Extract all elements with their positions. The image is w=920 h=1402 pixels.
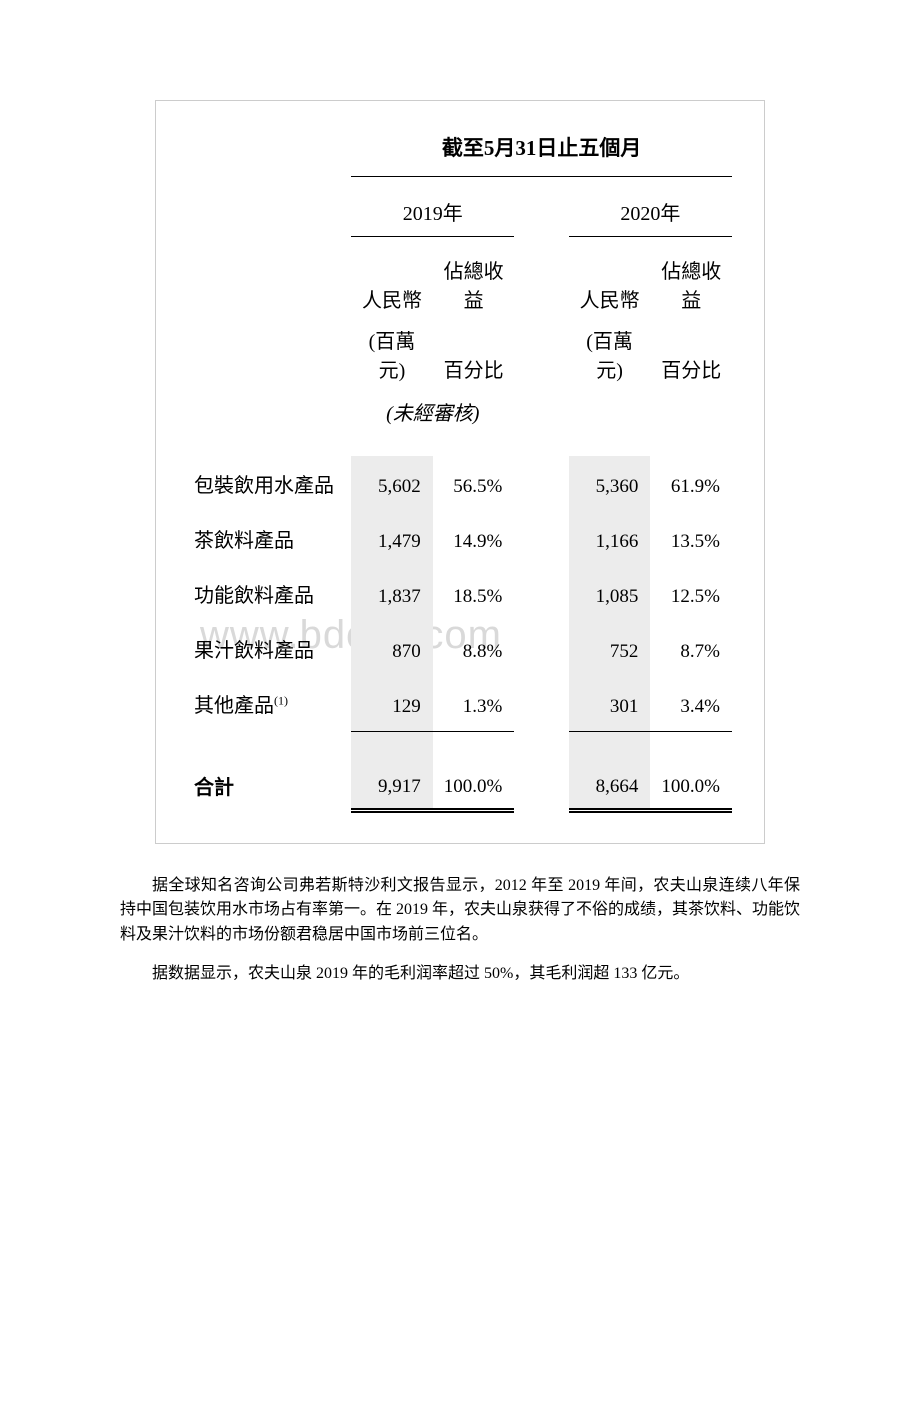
- table-row: 茶飲料產品 1,479 14.9% 1,166 13.5%: [188, 511, 732, 566]
- table-row: 其他產品(1) 129 1.3% 301 3.4%: [188, 676, 732, 731]
- value-cell: 1,479: [351, 511, 433, 566]
- value-cell: 1,166: [569, 511, 651, 566]
- total-value: 100.0%: [433, 757, 515, 810]
- empty-cell: [188, 321, 351, 397]
- row-label: 茶飲料產品: [188, 511, 351, 566]
- total-row: 合計 9,917 100.0% 8,664 100.0%: [188, 757, 732, 810]
- financial-table-container: 截至5月31日止五個月 2019年 2020年 人民幣 佔總收益 人民幣 佔總收…: [155, 100, 765, 844]
- value-cell: 1,085: [569, 566, 651, 621]
- value-cell: 61.9%: [650, 456, 732, 511]
- sub-header-cell: 佔總收益: [433, 237, 515, 322]
- spacer: [569, 731, 651, 757]
- year-header-2019: 2019年: [351, 177, 514, 237]
- sub-header-cell: (百萬元): [351, 321, 433, 397]
- spacer: [188, 731, 351, 757]
- total-value: 100.0%: [650, 757, 732, 810]
- financial-table: 截至5月31日止五個月 2019年 2020年 人民幣 佔總收益 人民幣 佔總收…: [188, 126, 732, 813]
- col-gap: [514, 456, 568, 511]
- value-cell: 5,602: [351, 456, 433, 511]
- sub-header-cell: 人民幣: [569, 237, 651, 322]
- total-value: 8,664: [569, 757, 651, 810]
- empty-header: [188, 177, 351, 237]
- sub-header-cell: (百萬元): [569, 321, 651, 397]
- col-gap: [514, 511, 568, 566]
- empty-cell: [188, 397, 351, 456]
- table-row: 功能飲料產品 1,837 18.5% 1,085 12.5%: [188, 566, 732, 621]
- spacer: [514, 731, 568, 757]
- col-gap: [514, 621, 568, 676]
- spacer: [650, 731, 732, 757]
- value-cell: 301: [569, 676, 651, 731]
- sub-header-cell: 人民幣: [351, 237, 433, 322]
- table-title: 截至5月31日止五個月: [351, 126, 732, 177]
- empty-cell: [188, 237, 351, 322]
- row-label: 功能飲料產品: [188, 566, 351, 621]
- col-gap: [514, 757, 568, 810]
- value-cell: 1,837: [351, 566, 433, 621]
- col-gap: [514, 237, 568, 322]
- body-text-section: 据全球知名咨询公司弗若斯特沙利文报告显示，2012 年至 2019 年间，农夫山…: [120, 874, 800, 987]
- total-value: 9,917: [351, 757, 433, 810]
- sub-header-cell: 百分比: [650, 321, 732, 397]
- value-cell: 56.5%: [433, 456, 515, 511]
- year-header-2020: 2020年: [569, 177, 732, 237]
- row-label: 其他產品(1): [188, 676, 351, 731]
- row-label: 果汁飲料產品: [188, 621, 351, 676]
- value-cell: 8.8%: [433, 621, 515, 676]
- value-cell: 18.5%: [433, 566, 515, 621]
- value-cell: 13.5%: [650, 511, 732, 566]
- value-cell: 14.9%: [433, 511, 515, 566]
- value-cell: 5,360: [569, 456, 651, 511]
- empty-cell: [569, 397, 732, 456]
- sub-header-cell: 百分比: [433, 321, 515, 397]
- spacer: [351, 731, 433, 757]
- paragraph: 据全球知名咨询公司弗若斯特沙利文报告显示，2012 年至 2019 年间，农夫山…: [120, 874, 800, 948]
- empty-header: [188, 126, 351, 177]
- paragraph: 据数据显示，农夫山泉 2019 年的毛利润率超过 50%，其毛利润超 133 亿…: [120, 962, 800, 987]
- sub-header-cell: 佔總收益: [650, 237, 732, 322]
- col-gap: [514, 397, 568, 456]
- value-cell: 752: [569, 621, 651, 676]
- value-cell: 129: [351, 676, 433, 731]
- table-row: 包裝飲用水產品 5,602 56.5% 5,360 61.9%: [188, 456, 732, 511]
- col-gap: [514, 676, 568, 731]
- audit-note: (未經審核): [351, 397, 514, 456]
- total-label: 合計: [188, 757, 351, 810]
- table-row: 果汁飲料產品 870 8.8% 752 8.7%: [188, 621, 732, 676]
- col-gap: [514, 566, 568, 621]
- col-gap: [514, 177, 568, 237]
- value-cell: 8.7%: [650, 621, 732, 676]
- row-label: 包裝飲用水產品: [188, 456, 351, 511]
- row-label-text: 其他產品: [194, 695, 274, 717]
- value-cell: 870: [351, 621, 433, 676]
- col-gap: [514, 321, 568, 397]
- spacer: [433, 731, 515, 757]
- value-cell: 12.5%: [650, 566, 732, 621]
- value-cell: 3.4%: [650, 676, 732, 731]
- value-cell: 1.3%: [433, 676, 515, 731]
- footnote-marker: (1): [274, 693, 288, 707]
